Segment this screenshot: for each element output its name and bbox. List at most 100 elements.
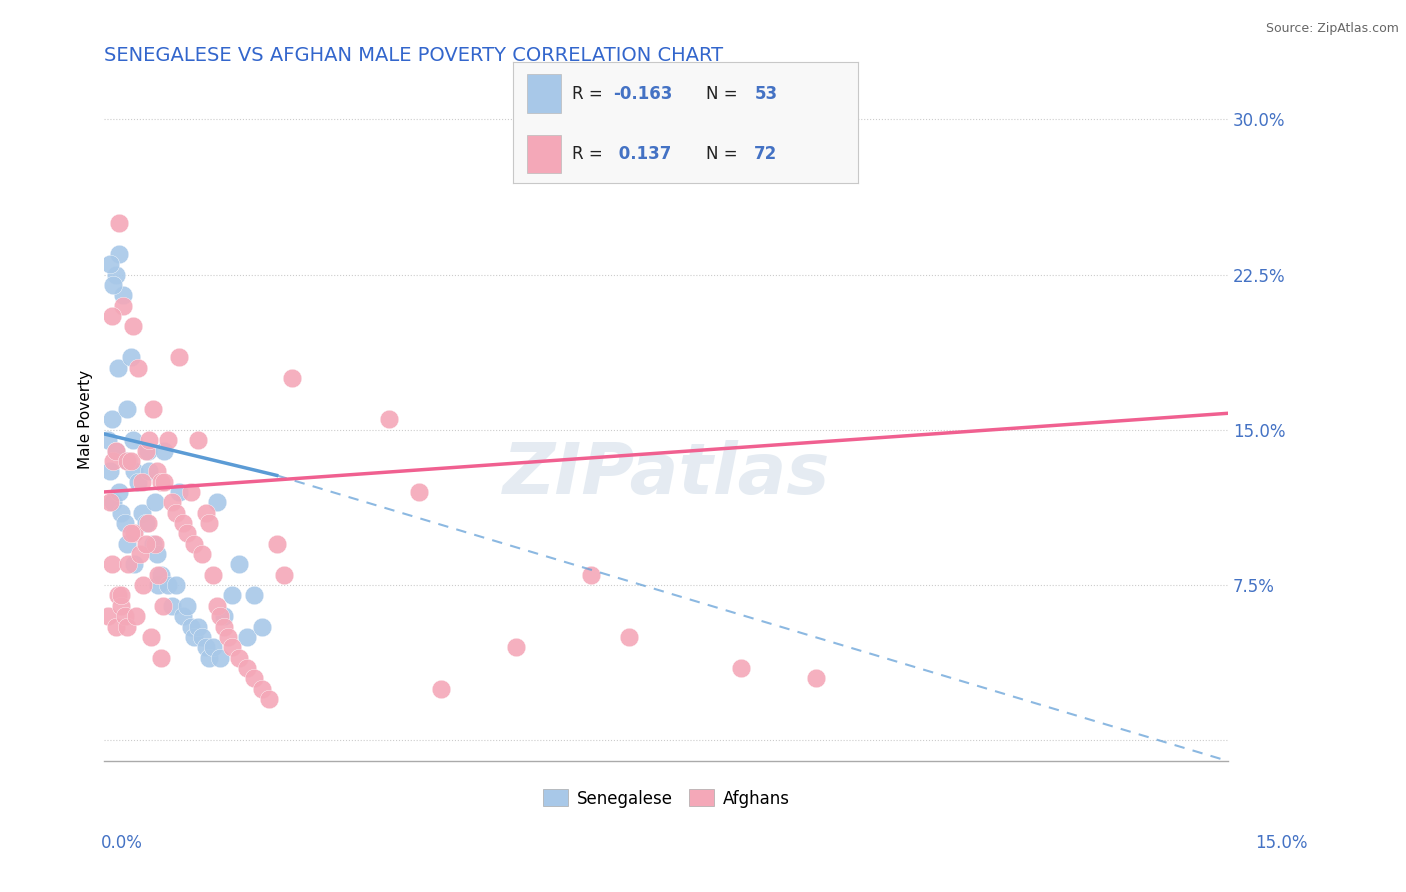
Point (191, 547, 214, 561)
Point (112, 299, 135, 313)
Point (176, 599, 198, 613)
Point (505, 640, 527, 655)
Point (430, 681, 453, 696)
Point (804, 671, 827, 685)
Bar (527, 75, 561, 113)
Point (142, 402, 165, 417)
Point (115, 619, 138, 633)
Point (101, 558, 124, 572)
Point (135, 537, 157, 551)
Point (127, 475, 149, 489)
Point (120, 526, 142, 541)
Text: 72: 72 (754, 145, 778, 163)
Point (124, 526, 146, 541)
Point (114, 609, 136, 624)
Point (157, 578, 180, 592)
Point (125, 609, 148, 624)
Text: -0.163: -0.163 (613, 85, 672, 103)
Point (212, 609, 235, 624)
Point (408, 485, 430, 500)
Point (201, 640, 224, 655)
Point (124, 464, 146, 478)
Point (110, 589, 132, 603)
Point (104, 268, 127, 282)
Point (180, 485, 202, 500)
Point (160, 495, 183, 509)
Point (581, 567, 603, 582)
Point (235, 630, 257, 644)
Point (127, 360, 149, 375)
Point (169, 351, 191, 365)
Point (117, 454, 139, 468)
Point (172, 609, 194, 624)
Point (617, 630, 640, 644)
Point (266, 537, 288, 551)
Point (187, 619, 209, 633)
Point (136, 516, 159, 530)
Point (250, 681, 273, 696)
Point (129, 547, 152, 561)
Text: R =: R = (572, 145, 607, 163)
Point (201, 567, 224, 582)
Point (110, 506, 132, 520)
Point (138, 433, 160, 447)
Point (115, 537, 138, 551)
Point (221, 589, 243, 603)
Point (378, 412, 401, 426)
Point (107, 360, 129, 375)
Point (148, 567, 170, 582)
Point (103, 454, 125, 468)
Text: ZIPatlas: ZIPatlas (502, 440, 830, 508)
Point (153, 475, 176, 489)
Text: N =: N = (706, 85, 742, 103)
Point (243, 671, 266, 685)
Point (149, 567, 172, 582)
Point (183, 537, 205, 551)
Legend: Senegalese, Afghans: Senegalese, Afghans (537, 783, 796, 814)
Point (212, 619, 235, 633)
Point (209, 650, 232, 665)
Text: N =: N = (706, 145, 742, 163)
Point (187, 433, 209, 447)
Point (228, 558, 250, 572)
Point (110, 599, 132, 613)
Point (183, 630, 205, 644)
Bar (527, 135, 561, 173)
Point (108, 216, 131, 230)
Point (135, 516, 157, 530)
Text: R =: R = (572, 85, 607, 103)
Point (120, 351, 142, 365)
Point (165, 578, 187, 592)
Point (100, 495, 122, 509)
Point (198, 516, 221, 530)
Point (143, 495, 166, 509)
Point (108, 247, 131, 261)
Point (273, 567, 295, 582)
Point (198, 650, 221, 665)
Point (243, 589, 266, 603)
Point (165, 506, 187, 520)
Point (152, 599, 174, 613)
Point (221, 640, 243, 655)
Point (135, 443, 157, 458)
Point (97, 609, 120, 624)
Point (124, 558, 146, 572)
Point (104, 443, 127, 458)
Point (209, 609, 232, 624)
Point (107, 589, 129, 603)
Point (143, 537, 166, 551)
Point (103, 277, 125, 292)
Point (191, 630, 214, 644)
Point (131, 506, 153, 520)
Point (180, 619, 202, 633)
Point (169, 485, 191, 500)
Y-axis label: Male Poverty: Male Poverty (79, 370, 93, 469)
Point (205, 495, 228, 509)
Point (153, 443, 176, 458)
Point (104, 443, 127, 458)
Point (117, 558, 139, 572)
Point (176, 526, 198, 541)
Point (194, 506, 217, 520)
Point (100, 257, 122, 271)
Text: SENEGALESE VS AFGHAN MALE POVERTY CORRELATION CHART: SENEGALESE VS AFGHAN MALE POVERTY CORREL… (104, 46, 724, 65)
